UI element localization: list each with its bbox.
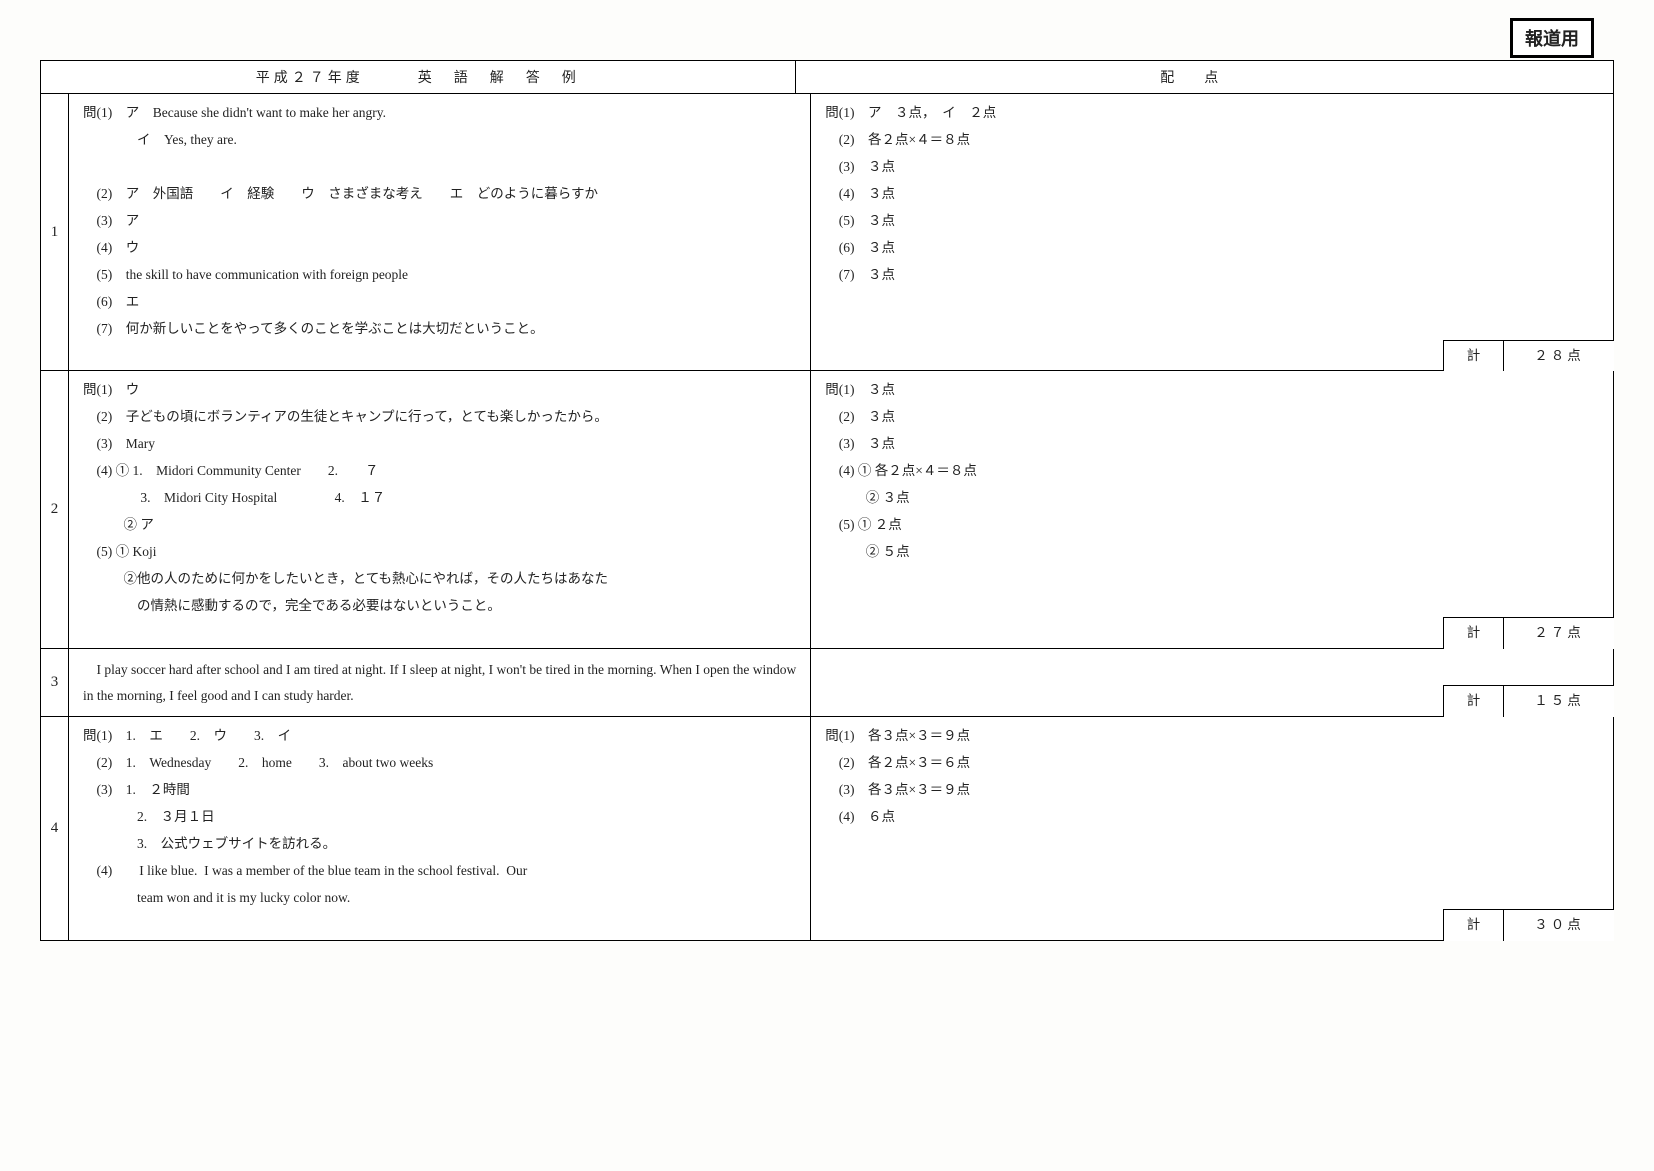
points-line: 問(1) 各３点×３＝９点: [825, 725, 1599, 748]
subtotal-box: 計２８点: [1443, 340, 1614, 372]
points-cell: 問(1) ３点 (2) ３点 (3) ３点 (4) ① 各２点×４＝８点 ② ３…: [811, 371, 1613, 647]
answer-line: ②他の人のために何かをしたいとき，とても熱心にやれば，その人たちはあなた: [83, 568, 796, 591]
subtotal-box: 計３０点: [1443, 909, 1614, 941]
header-left: 平成２７年度 英 語 解 答 例: [41, 61, 796, 93]
press-stamp: 報道用: [1510, 18, 1594, 58]
answer-line: (3) ア: [83, 210, 796, 233]
subtotal-value: ３０点: [1504, 910, 1614, 941]
section-row: 4問(1) 1. エ 2. ウ 3. イ (2) 1. Wednesday 2.…: [41, 717, 1613, 940]
answer-line: 問(1) 1. エ 2. ウ 3. イ: [83, 725, 796, 748]
section-number: 4: [41, 717, 69, 940]
answer-line: (3) 1. ２時間: [83, 779, 796, 802]
points-line: (4) ① 各２点×４＝８点: [825, 460, 1599, 483]
answer-line: [83, 156, 796, 179]
answer-line: 2. ３月１日: [83, 806, 796, 829]
answer-line: (4) ウ: [83, 237, 796, 260]
answer-line: 問(1) ウ: [83, 379, 796, 402]
points-line: (4) ３点: [825, 183, 1599, 206]
points-cell: 計１５点: [811, 649, 1613, 716]
points-line: (5) ① ２点: [825, 514, 1599, 537]
points-cell: 問(1) ア ３点， イ ２点 (2) 各２点×４＝８点 (3) ３点 (4) …: [811, 94, 1613, 370]
points-line: (2) 各２点×３＝６点: [825, 752, 1599, 775]
answer-line: (3) Mary: [83, 433, 796, 456]
points-line: 問(1) ３点: [825, 379, 1599, 402]
answer-line: (4) ① 1. Midori Community Center 2. ７: [83, 460, 796, 483]
points-line: (3) ３点: [825, 433, 1599, 456]
subtotal-label: 計: [1444, 910, 1504, 941]
answers-cell: 問(1) 1. エ 2. ウ 3. イ (2) 1. Wednesday 2. …: [69, 717, 811, 940]
subtotal-value: ２７点: [1504, 618, 1614, 649]
answers-cell: 問(1) ウ (2) 子どもの頃にボランティアの生徒とキャンプに行って，とても楽…: [69, 371, 811, 647]
subtotal-value: １５点: [1504, 686, 1614, 717]
points-line: (7) ３点: [825, 264, 1599, 287]
answer-sheet: 平成２７年度 英 語 解 答 例 配点 1 問(1) ア Because she …: [40, 60, 1614, 941]
answer-line: team won and it is my lucky color now.: [83, 887, 796, 910]
answer-line: の情熱に感動するので，完全である必要はないということ。: [83, 595, 796, 618]
answers-cell: 問(1) ア Because she didn't want to make h…: [69, 94, 811, 370]
answer-line: (7) 何か新しいことをやって多くのことを学ぶことは大切だということ。: [83, 318, 796, 341]
answer-line: ② ア: [83, 514, 796, 537]
section-row: 2問(1) ウ (2) 子どもの頃にボランティアの生徒とキャンプに行って，とても…: [41, 371, 1613, 648]
header-row: 平成２７年度 英 語 解 答 例 配点: [41, 61, 1613, 94]
answer-line: (4) I like blue. I was a member of the b…: [83, 860, 796, 883]
answer-line: (2) 1. Wednesday 2. home 3. about two we…: [83, 752, 796, 775]
answer-line: (2) 子どもの頃にボランティアの生徒とキャンプに行って，とても楽しかったから。: [83, 406, 796, 429]
subtotal-box: 計２７点: [1443, 617, 1614, 649]
section-row: 1 問(1) ア Because she didn't want to make …: [41, 94, 1613, 371]
section-row: 3 I play soccer hard after school and I …: [41, 649, 1613, 717]
subtotal-label: 計: [1444, 341, 1504, 372]
answer-line: 3. 公式ウェブサイトを訪れる。: [83, 833, 796, 856]
answer-line: 3. Midori City Hospital 4. １７: [83, 487, 796, 510]
points-line: ② ３点: [825, 487, 1599, 510]
section-number: 1: [41, 94, 69, 370]
section-number: 3: [41, 649, 69, 716]
answers-cell: I play soccer hard after school and I am…: [69, 649, 811, 716]
subtotal-box: 計１５点: [1443, 685, 1614, 717]
points-line: ② ５点: [825, 541, 1599, 564]
points-line: (3) 各３点×３＝９点: [825, 779, 1599, 802]
section-number: 2: [41, 371, 69, 647]
header-right: 配点: [796, 61, 1613, 93]
points-line: (6) ３点: [825, 237, 1599, 260]
points-line: (4) ６点: [825, 806, 1599, 829]
points-line: (2) 各２点×４＝８点: [825, 129, 1599, 152]
answer-line: (5) ① Koji: [83, 541, 796, 564]
answer-line: (5) the skill to have communication with…: [83, 264, 796, 287]
subtotal-value: ２８点: [1504, 341, 1614, 372]
answer-line: (2) ア 外国語 イ 経験 ウ さまざまな考え エ どのように暮らすか: [83, 183, 796, 206]
points-line: (2) ３点: [825, 406, 1599, 429]
answer-line: 問(1) ア Because she didn't want to make h…: [83, 102, 796, 125]
points-line: 問(1) ア ３点， イ ２点: [825, 102, 1599, 125]
answer-line: イ Yes, they are.: [83, 129, 796, 152]
answer-line: (6) エ: [83, 291, 796, 314]
points-cell: 問(1) 各３点×３＝９点 (2) 各２点×３＝６点 (3) 各３点×３＝９点 …: [811, 717, 1613, 940]
points-line: (3) ３点: [825, 156, 1599, 179]
subtotal-label: 計: [1444, 686, 1504, 717]
points-line: (5) ３点: [825, 210, 1599, 233]
subtotal-label: 計: [1444, 618, 1504, 649]
